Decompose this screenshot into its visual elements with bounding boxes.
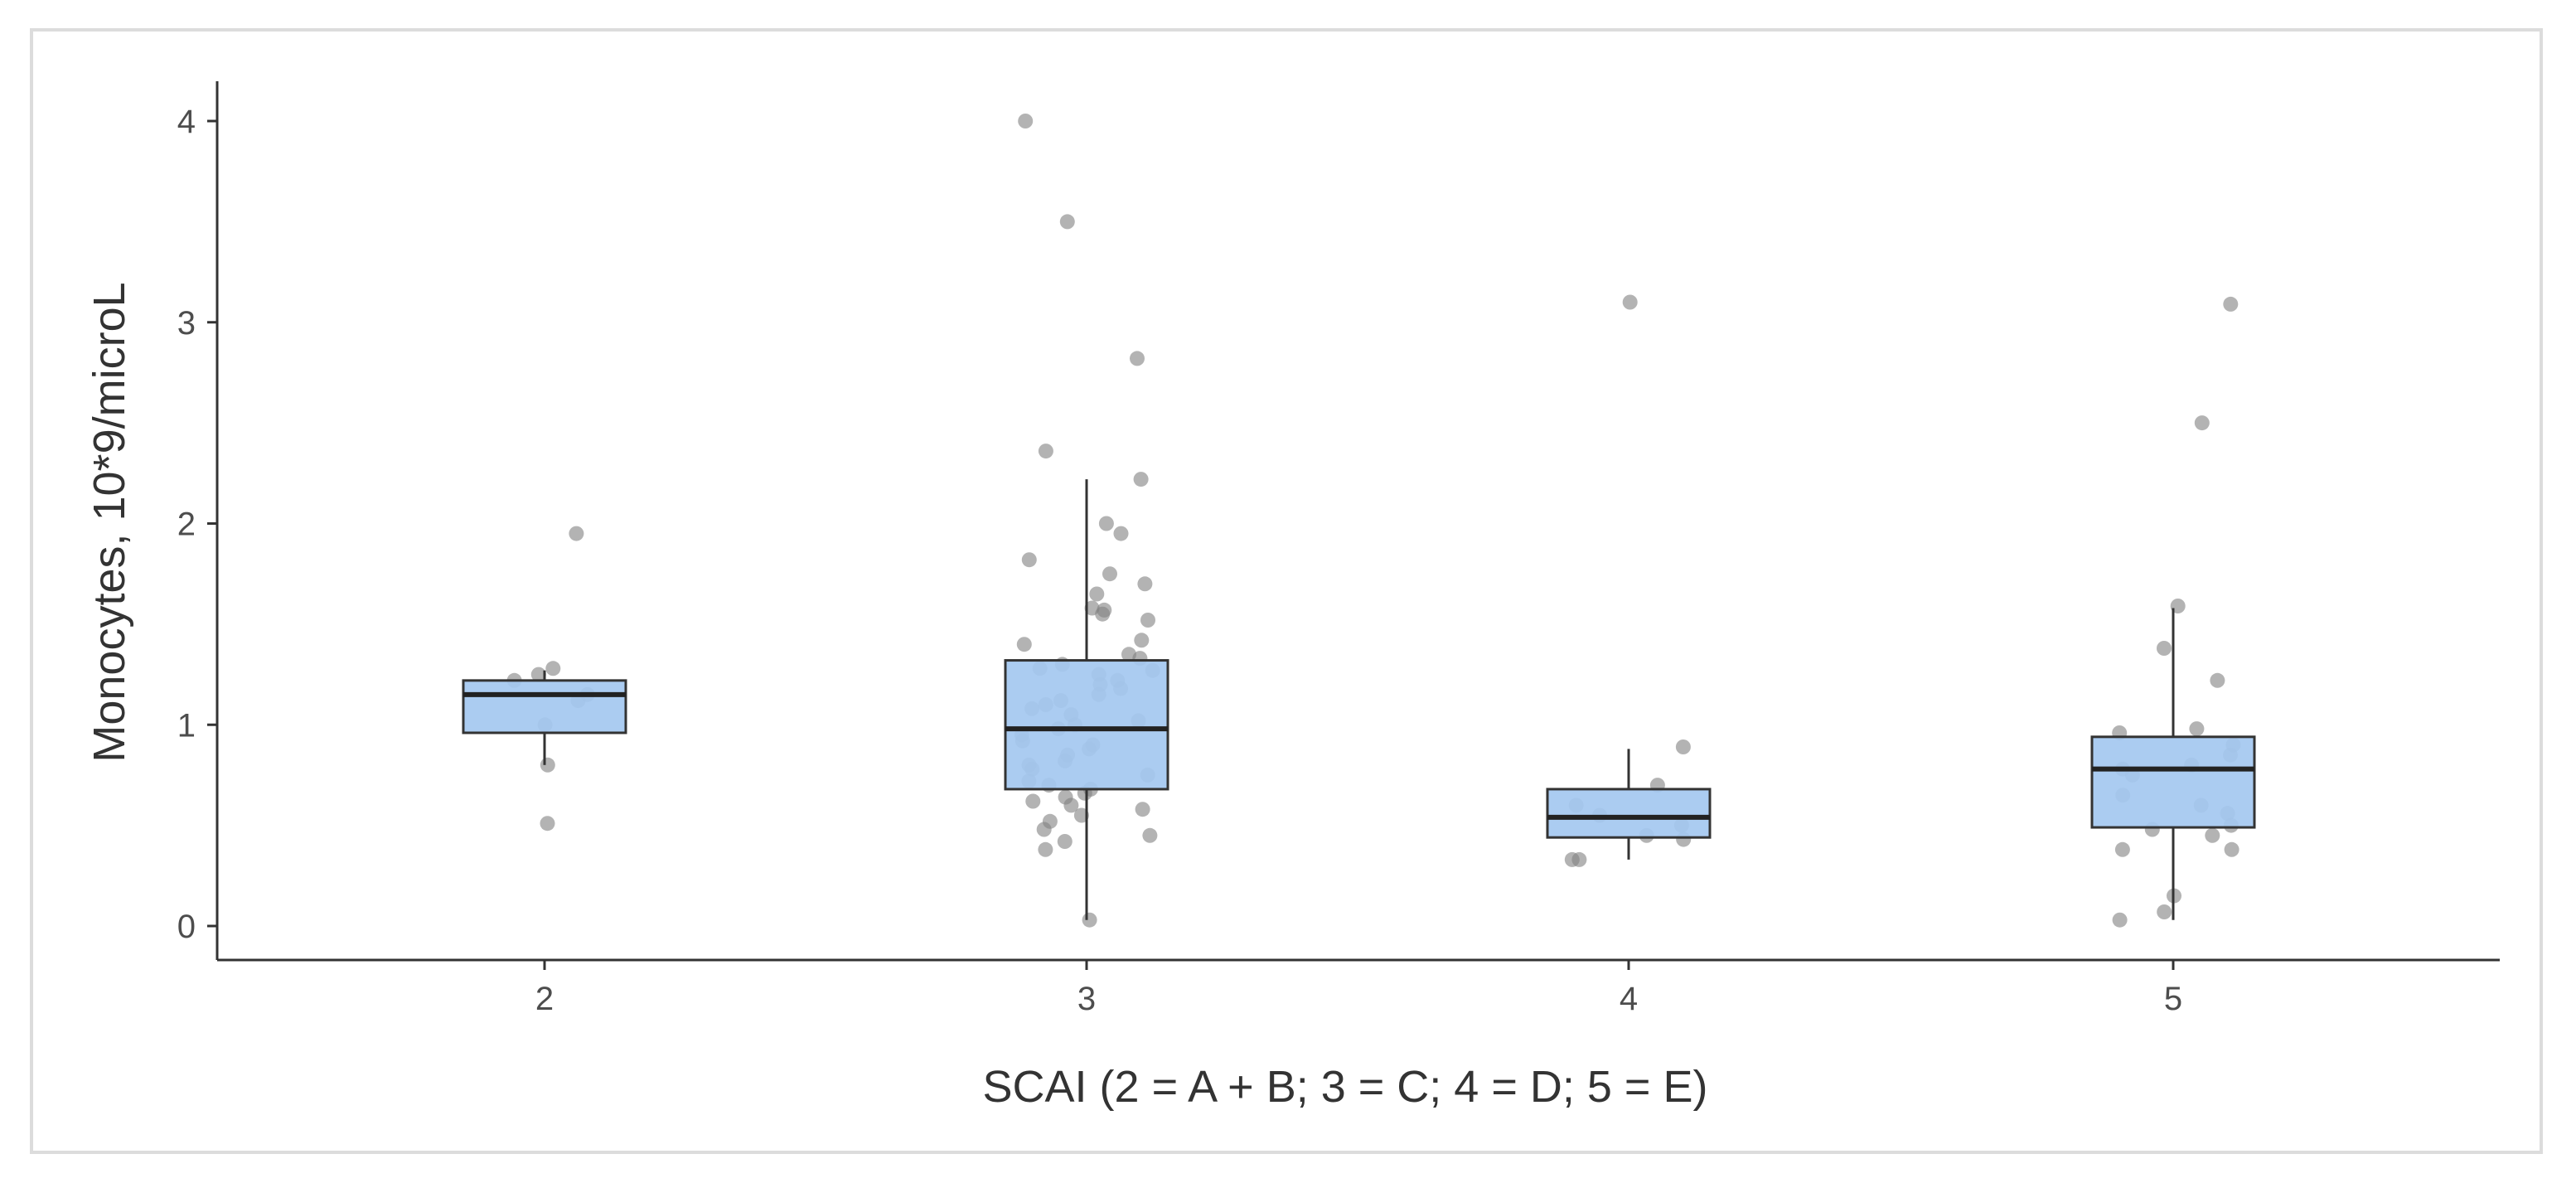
x-tick-label: 5 bbox=[2164, 981, 2182, 1017]
x-tick-label: 2 bbox=[535, 981, 554, 1017]
box-2 bbox=[462, 670, 627, 765]
data-point bbox=[1675, 739, 1691, 754]
data-point bbox=[1134, 633, 1150, 648]
y-tick-label: 4 bbox=[177, 104, 196, 140]
x-ticks-layer: 2 3 4 5 bbox=[535, 960, 2182, 1017]
iqr-box bbox=[1546, 788, 1712, 839]
data-point bbox=[1142, 827, 1158, 843]
data-point bbox=[2223, 296, 2239, 312]
data-point bbox=[1018, 114, 1034, 128]
data-point bbox=[1063, 798, 1079, 813]
box-5 bbox=[2090, 608, 2256, 920]
data-point bbox=[1016, 637, 1032, 652]
data-point bbox=[2205, 827, 2220, 843]
data-point bbox=[1059, 214, 1075, 230]
boxes-layer bbox=[462, 479, 2256, 920]
data-point bbox=[569, 526, 584, 541]
box-4 bbox=[1546, 749, 1712, 860]
data-point bbox=[1113, 526, 1129, 541]
data-point bbox=[1098, 516, 1114, 531]
data-point bbox=[2194, 415, 2210, 431]
data-point bbox=[1135, 802, 1150, 817]
data-point bbox=[2210, 672, 2225, 688]
data-point bbox=[1021, 552, 1037, 568]
x-tick-label: 3 bbox=[1077, 981, 1096, 1017]
data-point bbox=[1038, 841, 1053, 857]
data-point bbox=[1038, 444, 1053, 459]
data-point bbox=[1133, 472, 1149, 487]
data-point bbox=[1140, 613, 1155, 628]
y-ticks-layer: 0 1 2 3 4 bbox=[177, 104, 217, 945]
jitter-points-layer bbox=[506, 114, 2241, 928]
data-point bbox=[1102, 566, 1117, 582]
axes-layer bbox=[215, 81, 2500, 962]
data-point bbox=[540, 816, 555, 831]
x-axis-title: SCAI (2 = A + B; 3 = C; 4 = D; 5 = E) bbox=[983, 1062, 1708, 1112]
data-point bbox=[2157, 904, 2172, 919]
data-point bbox=[1137, 576, 1153, 592]
iqr-box bbox=[1004, 659, 1169, 791]
x-tick-label: 4 bbox=[1620, 981, 1638, 1017]
data-point bbox=[530, 667, 546, 682]
data-point bbox=[1082, 912, 1097, 928]
y-tick-label: 0 bbox=[177, 909, 196, 945]
data-point bbox=[2114, 841, 2130, 857]
data-point bbox=[1036, 822, 1052, 837]
data-point bbox=[2157, 641, 2172, 656]
y-tick-label: 3 bbox=[177, 305, 196, 342]
data-point bbox=[1622, 294, 1638, 310]
data-point bbox=[1057, 834, 1073, 849]
y-tick-label: 2 bbox=[177, 507, 196, 543]
box-3 bbox=[1004, 479, 1169, 920]
data-point bbox=[2224, 841, 2239, 857]
data-point bbox=[1073, 807, 1089, 823]
iqr-box bbox=[2090, 735, 2256, 829]
data-point bbox=[1089, 586, 1105, 602]
data-point bbox=[545, 661, 561, 676]
data-point bbox=[540, 757, 555, 773]
iqr-box bbox=[462, 679, 627, 735]
data-point bbox=[1095, 606, 1111, 622]
data-point bbox=[1571, 851, 1587, 867]
data-point bbox=[1025, 793, 1041, 809]
y-axis-title: Monocytes, 10*9/microL bbox=[85, 282, 134, 762]
data-point bbox=[2112, 912, 2128, 928]
data-point bbox=[2189, 721, 2205, 737]
y-tick-label: 1 bbox=[177, 707, 196, 744]
data-point bbox=[1130, 351, 1145, 366]
chart-frame bbox=[30, 28, 2543, 1154]
